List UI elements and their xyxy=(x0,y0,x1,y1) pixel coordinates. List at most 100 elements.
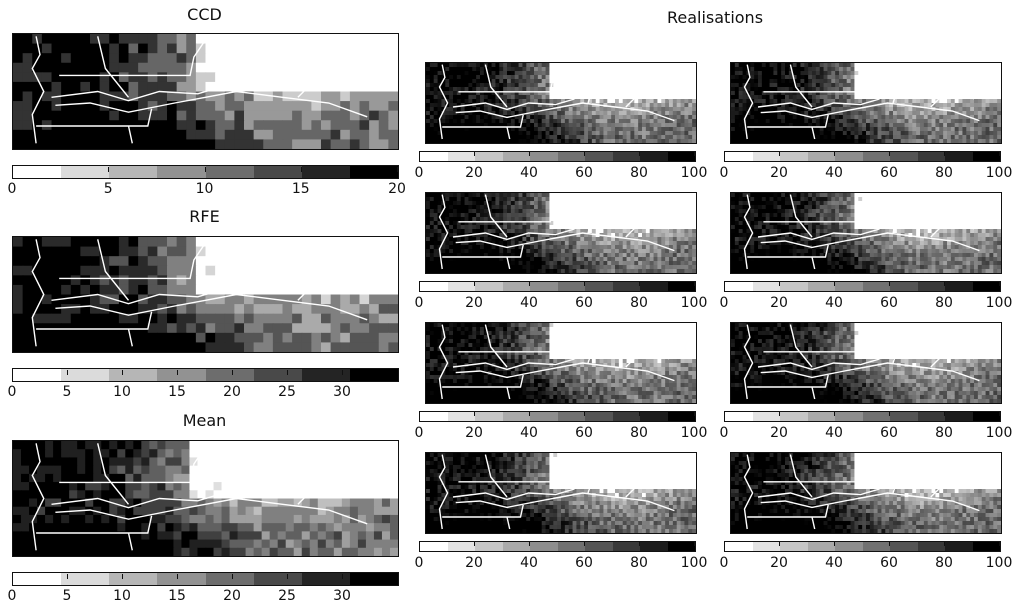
river-line xyxy=(506,516,511,530)
river-line xyxy=(811,126,816,140)
map-raster xyxy=(731,323,1001,403)
colorbar-tick-label: 0 xyxy=(7,384,17,400)
colorbar-tick-mark xyxy=(944,411,945,416)
river-line xyxy=(892,66,910,104)
colorbar-segment xyxy=(890,152,918,161)
colorbar-tick-mark xyxy=(419,151,420,156)
colorbar-tick-mark xyxy=(834,541,835,546)
colorbar-segment xyxy=(530,412,558,421)
colorbar-segment xyxy=(502,542,530,551)
river-line xyxy=(297,474,361,505)
river-line xyxy=(442,114,524,128)
colorbar-tick-mark xyxy=(779,151,780,156)
river-line xyxy=(55,90,368,118)
colorbar-segment xyxy=(349,573,398,585)
colorbar-tick-mark xyxy=(639,151,640,156)
colorbar-tick-mark xyxy=(779,281,780,286)
map-raster xyxy=(426,453,696,533)
river-line xyxy=(59,446,207,484)
ccd-title: CCD xyxy=(187,5,222,24)
colorbar-tick-label: 80 xyxy=(630,425,648,441)
river-line xyxy=(757,488,880,501)
colorbar-segment xyxy=(530,282,558,291)
colorbar-segment xyxy=(557,542,585,551)
colorbar-segment xyxy=(807,412,835,421)
colorbar-tick-mark xyxy=(889,151,890,156)
realisation-map xyxy=(730,452,1002,534)
colorbar-tick-mark xyxy=(529,281,530,286)
colorbar-tick-label: 20 xyxy=(223,588,241,604)
colorbar-segment xyxy=(349,166,398,178)
river-line xyxy=(51,492,225,509)
colorbar-segment xyxy=(917,542,945,551)
colorbar-tick-label: 30 xyxy=(333,588,351,604)
colorbar-tick-label: 20 xyxy=(465,425,483,441)
colorbar-tick-mark xyxy=(694,281,695,286)
river-line xyxy=(747,244,829,258)
river-line xyxy=(625,86,670,108)
river-line xyxy=(587,66,605,104)
colorbar-segment xyxy=(253,369,302,381)
colorbar-tick-mark xyxy=(724,151,725,156)
colorbar-tick-label: 20 xyxy=(770,425,788,441)
colorbar-tick-label: 15 xyxy=(168,588,186,604)
colorbar-segment xyxy=(13,166,62,178)
river-line xyxy=(930,86,975,108)
map-raster xyxy=(13,34,398,149)
colorbar-tick-mark xyxy=(944,281,945,286)
colorbar-tick-label: 100 xyxy=(680,165,708,181)
colorbar-tick-mark xyxy=(529,411,530,416)
river-line xyxy=(97,239,130,301)
colorbar-tick-mark xyxy=(639,541,640,546)
realisation-map xyxy=(425,452,697,534)
colorbar-tick-label: 20 xyxy=(465,165,483,181)
colorbar-tick-label: 100 xyxy=(985,165,1013,181)
river-line xyxy=(625,216,670,238)
colorbar-segment xyxy=(61,369,110,381)
colorbar-segment xyxy=(640,152,668,161)
colorbar-tick-mark xyxy=(300,167,302,172)
colorbar-segment xyxy=(862,282,890,291)
river-line xyxy=(811,516,816,530)
colorbar-segment xyxy=(917,282,945,291)
river-line xyxy=(811,256,816,270)
river-line xyxy=(97,36,130,98)
rfe-map xyxy=(12,236,399,353)
colorbar-segment xyxy=(157,573,206,585)
colorbar-segment xyxy=(612,542,640,551)
colorbar-tick-label: 80 xyxy=(935,555,953,571)
colorbar-segment xyxy=(530,542,558,551)
colorbar-segment xyxy=(557,412,585,421)
colorbar-tick-mark xyxy=(287,370,288,375)
colorbar-tick-label: 25 xyxy=(278,384,296,400)
colorbar-segment xyxy=(61,166,110,178)
river-line xyxy=(930,476,975,498)
river-line xyxy=(484,454,508,498)
colorbar-tick-label: 40 xyxy=(520,295,538,311)
colorbar-segment xyxy=(475,412,503,421)
colorbar-tick-mark xyxy=(177,574,178,579)
river-line xyxy=(438,64,449,140)
colorbar-tick-mark xyxy=(639,281,640,286)
river-line xyxy=(243,446,268,499)
river-line xyxy=(506,386,511,400)
colorbar-segment xyxy=(752,282,780,291)
river-line xyxy=(127,532,133,551)
river-line xyxy=(760,492,980,512)
colorbar-tick-label: 20 xyxy=(770,295,788,311)
colorbar-segment xyxy=(13,369,62,381)
colorbar-segment xyxy=(205,166,254,178)
colorbar-tick-mark xyxy=(999,411,1000,416)
river-line xyxy=(438,324,449,400)
colorbar-segment xyxy=(862,542,890,551)
colorbar-segment xyxy=(447,282,475,291)
colorbar-tick-label: 40 xyxy=(520,425,538,441)
river-line xyxy=(789,194,813,238)
colorbar-segment xyxy=(640,412,668,421)
colorbar-tick-label: 100 xyxy=(985,295,1013,311)
colorbar-tick-mark xyxy=(529,541,530,546)
colorbar-tick-mark xyxy=(474,411,475,416)
colorbar-tick-mark xyxy=(342,370,343,375)
colorbar-segment xyxy=(447,412,475,421)
colorbar-tick-label: 60 xyxy=(880,555,898,571)
